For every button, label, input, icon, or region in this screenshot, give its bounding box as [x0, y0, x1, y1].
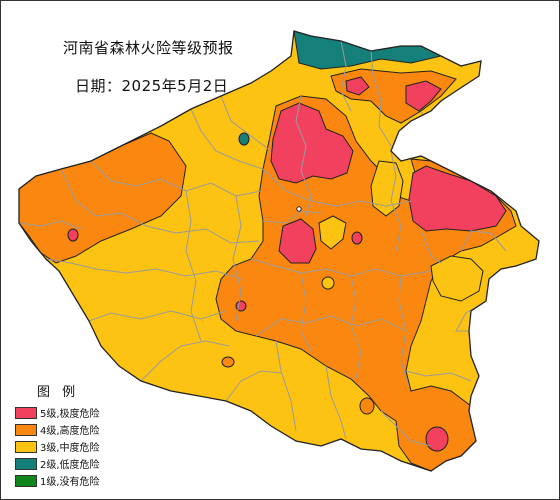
legend-item-level3: 3级,中度危险 [15, 439, 100, 454]
level5-region-east [408, 165, 507, 232]
legend-label: 5级,极度危险 [40, 409, 100, 420]
capital-marker [296, 206, 302, 212]
level5-spot-southeast [425, 426, 449, 452]
legend-label: 4级,高度危险 [40, 426, 100, 437]
level3-island-southeast [430, 255, 484, 302]
level5-region-central-south [278, 218, 317, 264]
legend-item-level1: 1级,没有危险 [15, 473, 100, 488]
level5-spot-central [351, 231, 363, 245]
level5-region-central-north [270, 102, 354, 184]
legend-item-level4: 4级,高度危险 [15, 422, 100, 437]
legend-item-level2: 2级,低度危险 [15, 456, 100, 471]
level4-spot-south-a [221, 356, 235, 368]
province-outline [18, 30, 540, 472]
legend-label: 1级,没有危险 [40, 477, 100, 488]
legend-item-level5: 5级,极度危险 [15, 405, 100, 420]
level3-island-small-a [321, 276, 335, 290]
legend-label: 2级,低度危险 [40, 460, 100, 471]
level3-island-east [370, 160, 404, 217]
legend-swatch-level1 [15, 474, 37, 487]
legend-label: 3级,中度危险 [40, 443, 100, 454]
map-date: 日期：2025年5月2日 [75, 77, 229, 95]
level5-region-north-small [345, 76, 370, 96]
county-boundaries [19, 40, 507, 447]
legend-swatch-level4 [15, 423, 37, 436]
legend-swatch-level5 [15, 406, 37, 419]
map-title: 河南省森林火险等级预报 [63, 39, 234, 57]
legend-swatch-level3 [15, 440, 37, 453]
legend-title: 图 例 [37, 385, 80, 400]
level2-spot-north [238, 132, 250, 146]
level5-spot-west [67, 228, 79, 242]
level5-region-northeast [405, 80, 442, 112]
level4-spot-south-b [359, 397, 375, 415]
legend-swatch-level2 [15, 457, 37, 470]
level3-island-central [318, 215, 347, 250]
